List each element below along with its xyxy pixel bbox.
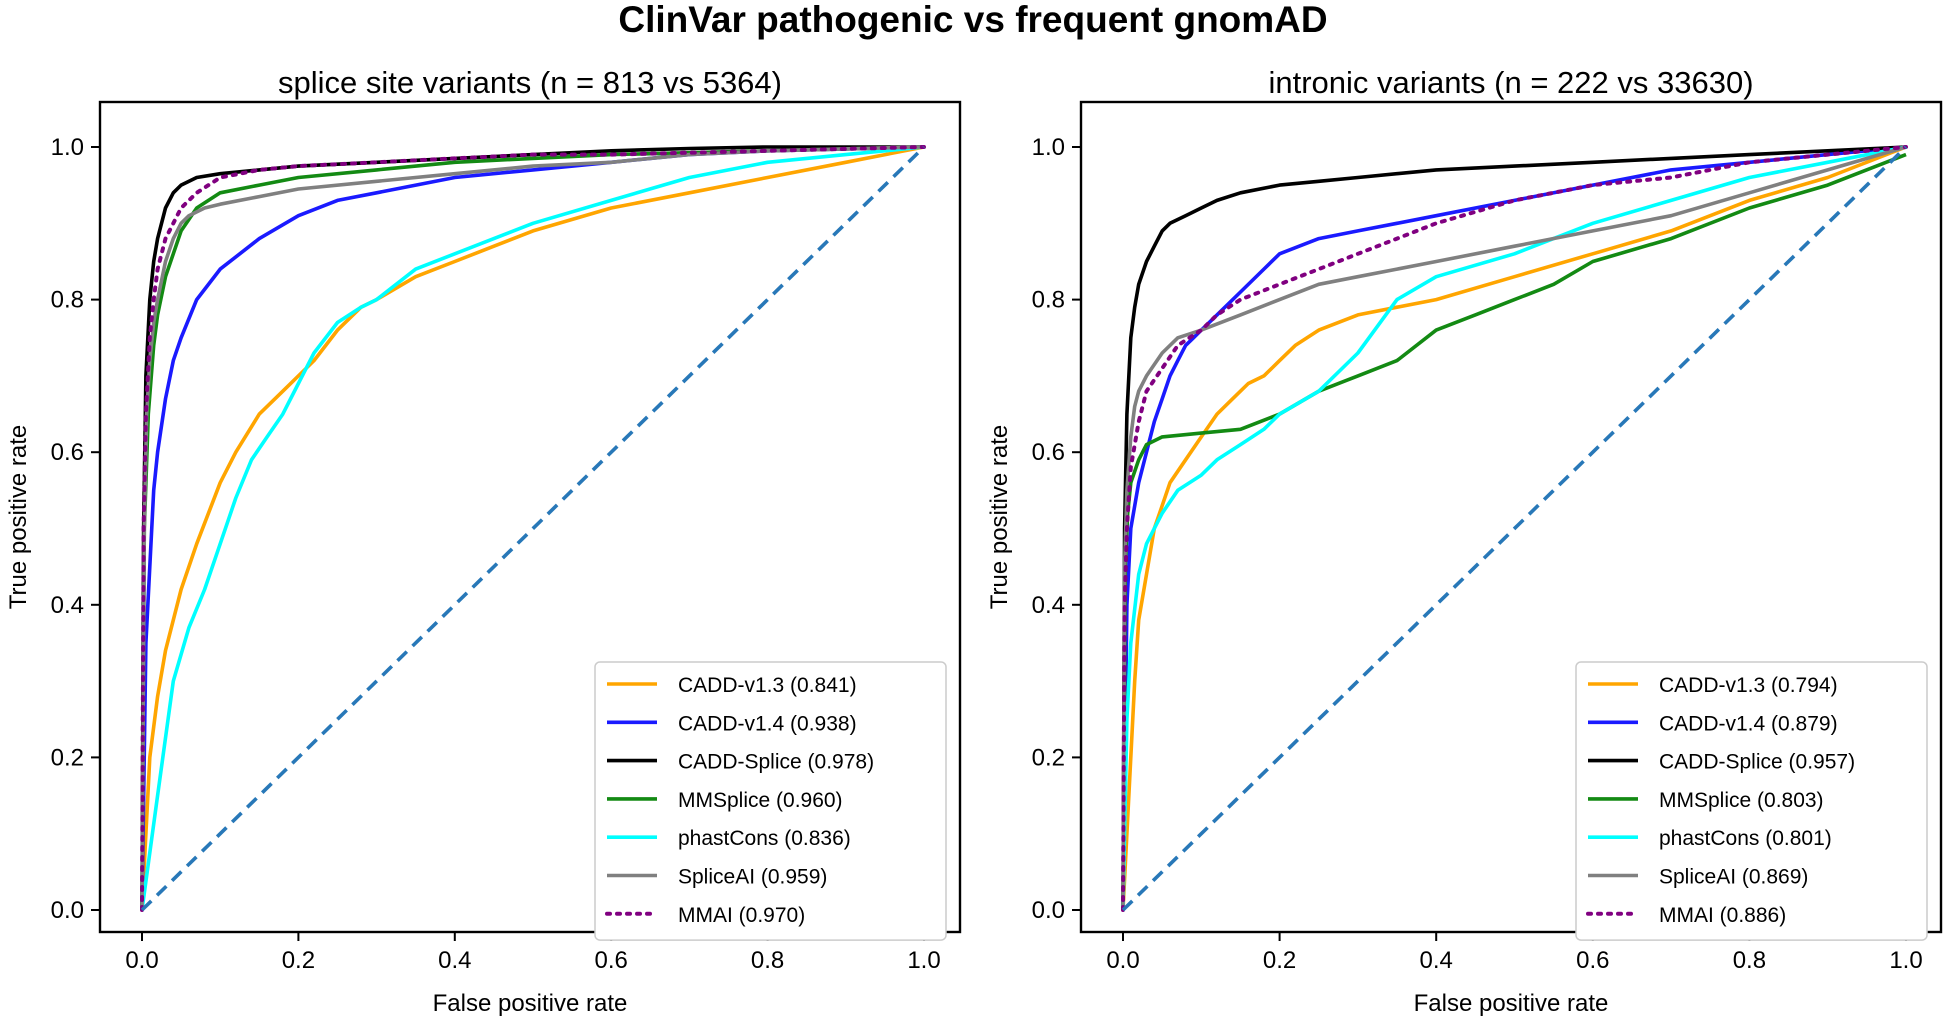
legend-entry: CADD-v1.3 (0.841) [678, 674, 857, 697]
legend-entry: CADD-Splice (0.978) [678, 751, 874, 774]
legend-entry: phastCons (0.836) [678, 827, 851, 850]
x-tick-label: 0.8 [751, 947, 784, 974]
chance-diagonal-line [140, 145, 926, 912]
roc-curve-mmsplice [1121, 152, 1907, 911]
legend-entry: SpliceAI (0.959) [678, 866, 827, 889]
legend-entry: SpliceAI (0.869) [1659, 866, 1808, 889]
y-axis-label: True positive rate [986, 425, 1013, 610]
legend-entry: MMSplice (0.803) [1659, 789, 1824, 812]
x-axis-label: False positive rate [433, 990, 628, 1017]
y-axis-label: True positive rate [5, 425, 32, 610]
x-axis-label: False positive rate [1414, 990, 1609, 1017]
x-tick-label: 0.6 [595, 947, 628, 974]
panel-title: splice site variants (n = 813 vs 5364) [278, 65, 782, 100]
roc-curve-cadd-v1.3 [140, 145, 925, 911]
legend-entry: phastCons (0.801) [1659, 827, 1832, 850]
roc-curve-mmai [1121, 145, 1908, 912]
x-tick-label: 0.2 [1263, 947, 1296, 974]
panel-title: intronic variants (n = 222 vs 33630) [1268, 65, 1753, 100]
y-tick-label: 0.8 [51, 287, 84, 314]
plot-panel-left: splice site variants (n = 813 vs 5364) 0.… [5, 65, 962, 1017]
roc-curve-cadd-v1.3 [1121, 145, 1907, 911]
legend-entry: MMAI (0.970) [678, 904, 805, 927]
x-tick-label: 1.0 [1889, 947, 1922, 974]
figure-title: ClinVar pathogenic vs frequent gnomAD [618, 0, 1327, 40]
legend: CADD-v1.3 (0.841) CADD-v1.4 (0.938) CADD-S… [594, 661, 947, 941]
legend-box [1575, 661, 1928, 941]
roc-curve-spliceai [1121, 145, 1907, 911]
legend-entry: CADD-v1.4 (0.879) [1659, 712, 1838, 735]
roc-curve-mmai [140, 145, 926, 912]
chance-diagonal-line [1121, 145, 1908, 912]
axes-frame [1079, 100, 1943, 934]
roc-curve-cadd-splice [140, 145, 924, 911]
y-tick-label: 0.2 [51, 744, 84, 771]
y-tick-label: 1.0 [51, 134, 84, 161]
legend-box [594, 661, 947, 941]
y-tick-label: 1.0 [1032, 134, 1065, 161]
roc-curve-phastcons [140, 145, 925, 911]
x-tick-label: 0.2 [282, 947, 315, 974]
x-tick-label: 0.8 [1733, 947, 1766, 974]
y-tick-label: 0.4 [51, 592, 84, 619]
y-tick-label: 0.2 [1032, 744, 1065, 771]
legend-entry: CADD-v1.3 (0.794) [1659, 674, 1838, 697]
x-tick-label: 0.0 [125, 947, 158, 974]
x-tick-label: 0.4 [438, 947, 471, 974]
plot-panel-right: intronic variants (n = 222 vs 33630) 0.0 0… [986, 65, 1943, 1017]
axes-frame [98, 100, 962, 934]
series-lines [1121, 145, 1908, 912]
roc-curve-cadd-splice [1121, 145, 1907, 911]
y-tick-label: 0.6 [51, 439, 84, 466]
x-tick-label: 0.6 [1576, 947, 1609, 974]
x-tick-label: 1.0 [907, 947, 940, 974]
y-tick-label: 0.6 [1032, 439, 1065, 466]
y-tick-label: 0.0 [51, 897, 84, 924]
legend-entry: CADD-Splice (0.957) [1659, 751, 1855, 774]
legend-entry: MMAI (0.886) [1659, 904, 1786, 927]
legend-entry: MMSplice (0.960) [678, 789, 843, 812]
roc-curve-mmsplice [140, 145, 925, 911]
y-tick-label: 0.0 [1032, 897, 1065, 924]
x-tick-label: 0.4 [1420, 947, 1453, 974]
series-lines [140, 145, 926, 912]
x-tick-label: 0.0 [1106, 947, 1139, 974]
roc-curve-phastcons [1121, 145, 1907, 911]
y-tick-label: 0.8 [1032, 287, 1065, 314]
legend-entry: CADD-v1.4 (0.938) [678, 712, 857, 735]
legend: CADD-v1.3 (0.794) CADD-v1.4 (0.879) CADD-S… [1575, 661, 1928, 941]
y-tick-label: 0.4 [1032, 592, 1065, 619]
